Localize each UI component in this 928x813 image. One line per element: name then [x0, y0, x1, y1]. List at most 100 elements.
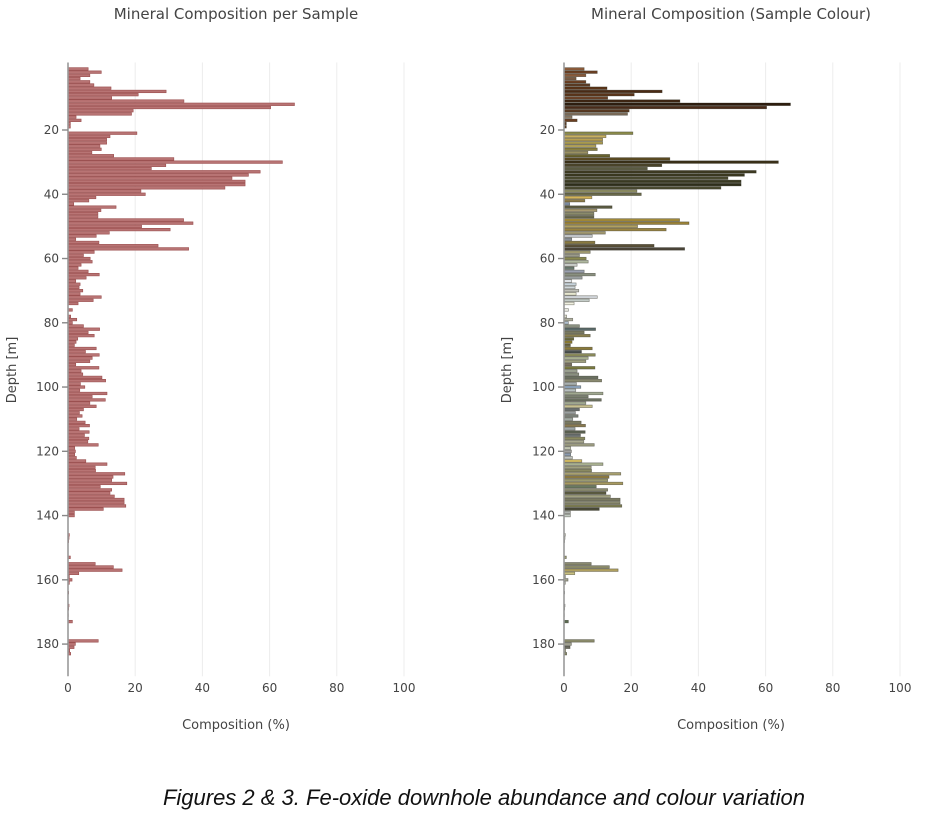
- bar-depth-112: [563, 423, 586, 428]
- bar-depth-110: [563, 417, 574, 421]
- y-axis-label: Depth [m]: [500, 337, 515, 404]
- x-axis-label: Composition (%): [677, 718, 785, 733]
- bar-depth-90: [67, 353, 100, 357]
- bar-depth-157: [563, 568, 619, 572]
- bar-depth-69: [67, 285, 80, 290]
- bar-depth-17: [67, 118, 82, 122]
- chart-title: Mineral Composition (Sample Colour): [591, 5, 871, 23]
- bar-depth-89: [67, 350, 86, 354]
- bar-depth-85: [563, 337, 575, 341]
- bar-depth-158: [67, 571, 80, 575]
- bar-depth-105: [563, 401, 587, 405]
- bar-depth-110: [67, 417, 78, 421]
- bar-depth-96: [563, 372, 580, 376]
- bar-depth-113: [563, 427, 576, 431]
- bar-depth-138: [563, 507, 600, 511]
- bar-depth-65: [563, 272, 596, 277]
- bar-depth-120: [563, 449, 572, 453]
- bar-depth-15: [67, 112, 132, 116]
- bar-depth-3: [67, 73, 91, 77]
- bar-depth-139: [563, 510, 571, 514]
- y-tick-label: 160: [36, 573, 59, 587]
- bar-depth-33: [67, 170, 261, 174]
- bar-depth-33: [563, 170, 757, 174]
- x-tick-label: 0: [64, 681, 72, 695]
- bar-depth-109: [563, 414, 579, 418]
- bar-depth-131: [67, 485, 101, 489]
- bar-depth-128: [563, 475, 610, 479]
- bar-depth-97: [563, 375, 599, 380]
- bar-depth-103: [67, 395, 93, 399]
- bar-depth-24: [563, 141, 603, 145]
- bar-depth-72: [67, 295, 102, 299]
- x-tick-label: 80: [825, 681, 840, 695]
- bar-depth-2: [563, 70, 598, 74]
- chart-sample-colour: Mineral Composition (Sample Colour) Comp…: [500, 5, 911, 733]
- bar-depth-99: [563, 382, 577, 386]
- bar-depth-104: [67, 398, 106, 402]
- bar-depth-139: [67, 510, 75, 514]
- bar-depth-26: [67, 147, 102, 151]
- bar-depth-47: [563, 215, 595, 219]
- y-tick-label: 120: [532, 444, 555, 458]
- bar-depth-102: [67, 391, 108, 396]
- bar-depth-100: [563, 385, 582, 389]
- bar-depth-5: [563, 80, 587, 84]
- bar-depth-180: [563, 642, 572, 646]
- bar-depth-46: [67, 211, 99, 216]
- bar-depth-88: [563, 346, 593, 351]
- y-tick-label: 180: [532, 637, 555, 651]
- bar-depth-140: [67, 513, 75, 518]
- y-tick-label: 140: [532, 509, 555, 523]
- x-tick-label: 60: [262, 681, 277, 695]
- bar-depth-68: [563, 282, 577, 286]
- y-tick-label: 20: [540, 123, 555, 137]
- bar-depth-52: [67, 231, 110, 235]
- bar-depth-32: [563, 166, 648, 171]
- bar-depth-91: [563, 356, 589, 360]
- bar-depth-21: [67, 131, 138, 135]
- bar-depth-29: [563, 157, 671, 161]
- bar-depth-23: [563, 138, 603, 142]
- bar-depth-6: [67, 83, 95, 87]
- bar-depth-25: [67, 144, 101, 148]
- bar-depth-116: [67, 436, 90, 441]
- bar-depth-125: [67, 465, 96, 469]
- bar-depth-85: [67, 337, 79, 341]
- bar-depth-30: [67, 160, 283, 164]
- bar-depth-39: [67, 189, 142, 193]
- bar-depth-136: [563, 501, 621, 505]
- bar-depth-45: [67, 208, 102, 212]
- bar-depth-74: [67, 301, 79, 306]
- bar-depth-127: [563, 472, 622, 476]
- bar-depth-61: [67, 260, 93, 264]
- bar-depth-53: [67, 234, 97, 238]
- bar-depth-8: [563, 89, 663, 94]
- bar-depth-4: [67, 76, 81, 81]
- y-tick-label: 40: [540, 187, 555, 201]
- bar-depth-62: [67, 263, 82, 267]
- bar-depth-7: [67, 86, 112, 90]
- bar-depth-81: [563, 324, 580, 328]
- bar-depth-122: [67, 456, 77, 460]
- bar-depth-2: [67, 70, 102, 74]
- x-axis-label: Composition (%): [182, 718, 290, 733]
- bar-depth-92: [67, 359, 91, 363]
- bar-depth-114: [563, 430, 586, 434]
- bar-depth-101: [67, 388, 81, 392]
- bar-depth-32: [67, 166, 152, 171]
- bar-depth-10: [67, 96, 112, 100]
- bar-depth-38: [67, 186, 226, 190]
- bar-depth-135: [563, 497, 621, 502]
- bar-depth-1: [67, 67, 89, 71]
- bar-depth-181: [67, 645, 75, 649]
- bar-depth-37: [563, 183, 742, 187]
- bar-depth-132: [563, 488, 608, 492]
- bar-depth-108: [563, 411, 576, 415]
- bar-depth-72: [563, 295, 598, 299]
- bar-depth-3: [563, 73, 587, 77]
- y-tick-label: 120: [36, 444, 59, 458]
- bar-depth-118: [563, 443, 595, 447]
- gridlines: [630, 62, 901, 677]
- bar-depth-134: [67, 494, 115, 498]
